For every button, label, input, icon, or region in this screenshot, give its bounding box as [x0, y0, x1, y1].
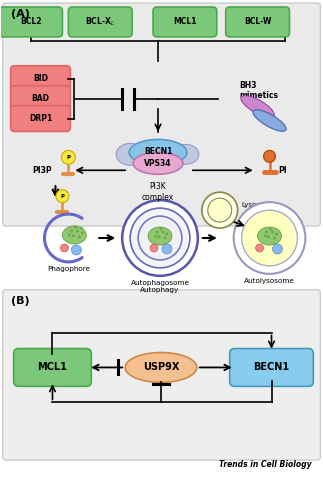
Circle shape — [202, 192, 238, 228]
Ellipse shape — [133, 152, 183, 174]
Circle shape — [162, 230, 164, 234]
Circle shape — [234, 202, 305, 274]
Ellipse shape — [257, 227, 281, 245]
Text: USP9X: USP9X — [143, 362, 179, 372]
Circle shape — [156, 230, 159, 234]
Circle shape — [71, 245, 81, 255]
Text: PI3P: PI3P — [33, 166, 52, 175]
FancyBboxPatch shape — [14, 348, 91, 386]
Circle shape — [160, 228, 162, 230]
Circle shape — [81, 231, 84, 235]
Text: Autophagy: Autophagy — [141, 287, 180, 293]
Text: MCL1: MCL1 — [173, 17, 197, 26]
Ellipse shape — [125, 352, 197, 382]
Circle shape — [154, 235, 158, 238]
Ellipse shape — [173, 144, 199, 164]
Ellipse shape — [148, 227, 172, 245]
Circle shape — [130, 208, 190, 268]
Circle shape — [269, 228, 272, 230]
Circle shape — [165, 232, 169, 236]
Circle shape — [56, 190, 69, 203]
Text: PI: PI — [278, 166, 287, 175]
Circle shape — [255, 244, 264, 252]
Circle shape — [74, 226, 77, 228]
Text: BCL2: BCL2 — [20, 17, 41, 26]
Circle shape — [271, 230, 274, 234]
Circle shape — [80, 227, 83, 229]
Text: VPS34: VPS34 — [144, 159, 172, 168]
Circle shape — [61, 151, 75, 164]
Text: (B): (B) — [11, 296, 29, 306]
Circle shape — [60, 244, 68, 252]
Circle shape — [273, 244, 283, 254]
Circle shape — [275, 232, 278, 236]
Ellipse shape — [129, 140, 187, 165]
Circle shape — [68, 234, 71, 237]
Text: Autolysosome: Autolysosome — [244, 278, 295, 284]
FancyBboxPatch shape — [153, 7, 217, 37]
Ellipse shape — [116, 143, 144, 165]
Ellipse shape — [62, 226, 86, 244]
Text: (A): (A) — [11, 9, 29, 19]
Text: BID: BID — [33, 74, 48, 83]
Text: BCL-W: BCL-W — [244, 17, 271, 26]
Circle shape — [138, 216, 182, 260]
Text: Phagophore: Phagophore — [47, 266, 90, 272]
Circle shape — [150, 244, 158, 252]
FancyBboxPatch shape — [11, 106, 70, 131]
FancyBboxPatch shape — [11, 66, 70, 92]
FancyBboxPatch shape — [68, 7, 132, 37]
Text: DRP1: DRP1 — [29, 114, 52, 123]
Circle shape — [158, 236, 161, 239]
Circle shape — [122, 200, 198, 276]
Circle shape — [273, 237, 276, 239]
FancyBboxPatch shape — [3, 290, 320, 460]
Ellipse shape — [241, 96, 274, 118]
Circle shape — [267, 236, 270, 239]
Circle shape — [70, 229, 73, 232]
FancyBboxPatch shape — [230, 348, 313, 386]
Ellipse shape — [253, 110, 286, 131]
Circle shape — [72, 235, 75, 238]
Text: Autophagosome: Autophagosome — [130, 280, 190, 286]
FancyBboxPatch shape — [3, 3, 320, 226]
Circle shape — [163, 237, 166, 239]
Circle shape — [264, 235, 267, 238]
Text: BECN1: BECN1 — [144, 147, 172, 156]
Circle shape — [76, 229, 79, 232]
FancyBboxPatch shape — [0, 7, 62, 37]
Text: BECN1: BECN1 — [254, 362, 290, 372]
Text: PI3K
complex: PI3K complex — [142, 182, 174, 202]
Text: BAD: BAD — [32, 94, 49, 103]
FancyBboxPatch shape — [11, 86, 70, 111]
Text: Trends in Cell Biology: Trends in Cell Biology — [219, 460, 311, 469]
Text: Lysosome: Lysosome — [242, 202, 276, 208]
Text: BH3
mimetics: BH3 mimetics — [240, 81, 279, 100]
Text: MCL1: MCL1 — [37, 362, 68, 372]
Circle shape — [242, 210, 297, 266]
Text: P: P — [60, 194, 64, 199]
Text: P: P — [67, 155, 70, 160]
FancyBboxPatch shape — [226, 7, 289, 37]
Circle shape — [265, 230, 268, 234]
Circle shape — [208, 198, 232, 222]
Text: BCL-X$_L$: BCL-X$_L$ — [85, 16, 115, 28]
Circle shape — [78, 236, 81, 239]
Circle shape — [162, 244, 172, 254]
Circle shape — [264, 151, 276, 163]
